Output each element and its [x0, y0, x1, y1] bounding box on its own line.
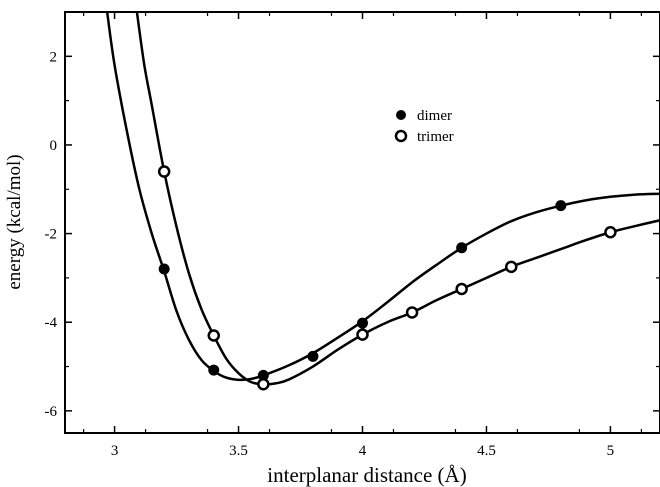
legend-marker-trimer [394, 129, 408, 143]
data-point-dimer [257, 369, 269, 381]
plot-frame [64, 11, 660, 434]
x-tick-label: 3.5 [229, 443, 248, 459]
x-axis-title: interplanar distance (Å) [267, 463, 466, 487]
legend-label-trimer: trimer [417, 129, 454, 145]
data-point-trimer [405, 306, 419, 319]
data-points [157, 165, 617, 391]
data-point-trimer [257, 378, 270, 391]
axis-ticks: 3 3.5 4 4.5 5 -6 -4 -2 0 2 [45, 12, 660, 459]
data-point-dimer [208, 364, 220, 376]
data-point-dimer [456, 242, 468, 254]
y-tick-label: -4 [45, 315, 58, 331]
y-tick-label: 2 [50, 49, 58, 65]
data-point-dimer [357, 317, 368, 329]
y-axis-title: energy (kcal/mol) [4, 154, 25, 289]
data-point-trimer [356, 328, 369, 341]
x-tick-label: 5 [607, 443, 615, 459]
legend-label-dimer: dimer [417, 108, 452, 124]
x-tick-label: 3 [111, 443, 119, 459]
x-tick-label: 4 [359, 443, 367, 459]
data-point-dimer [555, 200, 567, 212]
y-tick-label: -6 [45, 404, 58, 420]
y-tick-label: 0 [50, 138, 58, 154]
data-point-trimer [455, 282, 468, 296]
data-point-trimer [604, 225, 617, 239]
fit-curve-trimer [135, 12, 660, 386]
fit-curves [105, 12, 660, 386]
y-tick-label: -2 [45, 227, 58, 243]
legend-marker-dimer [396, 110, 406, 120]
data-point-trimer [157, 165, 171, 178]
data-point-dimer [158, 263, 170, 275]
data-point-trimer [207, 329, 220, 342]
legend: dimer trimer [394, 108, 454, 145]
x-tick-label: 4.5 [477, 443, 496, 459]
data-point-dimer [307, 350, 319, 362]
data-point-trimer [505, 260, 518, 274]
